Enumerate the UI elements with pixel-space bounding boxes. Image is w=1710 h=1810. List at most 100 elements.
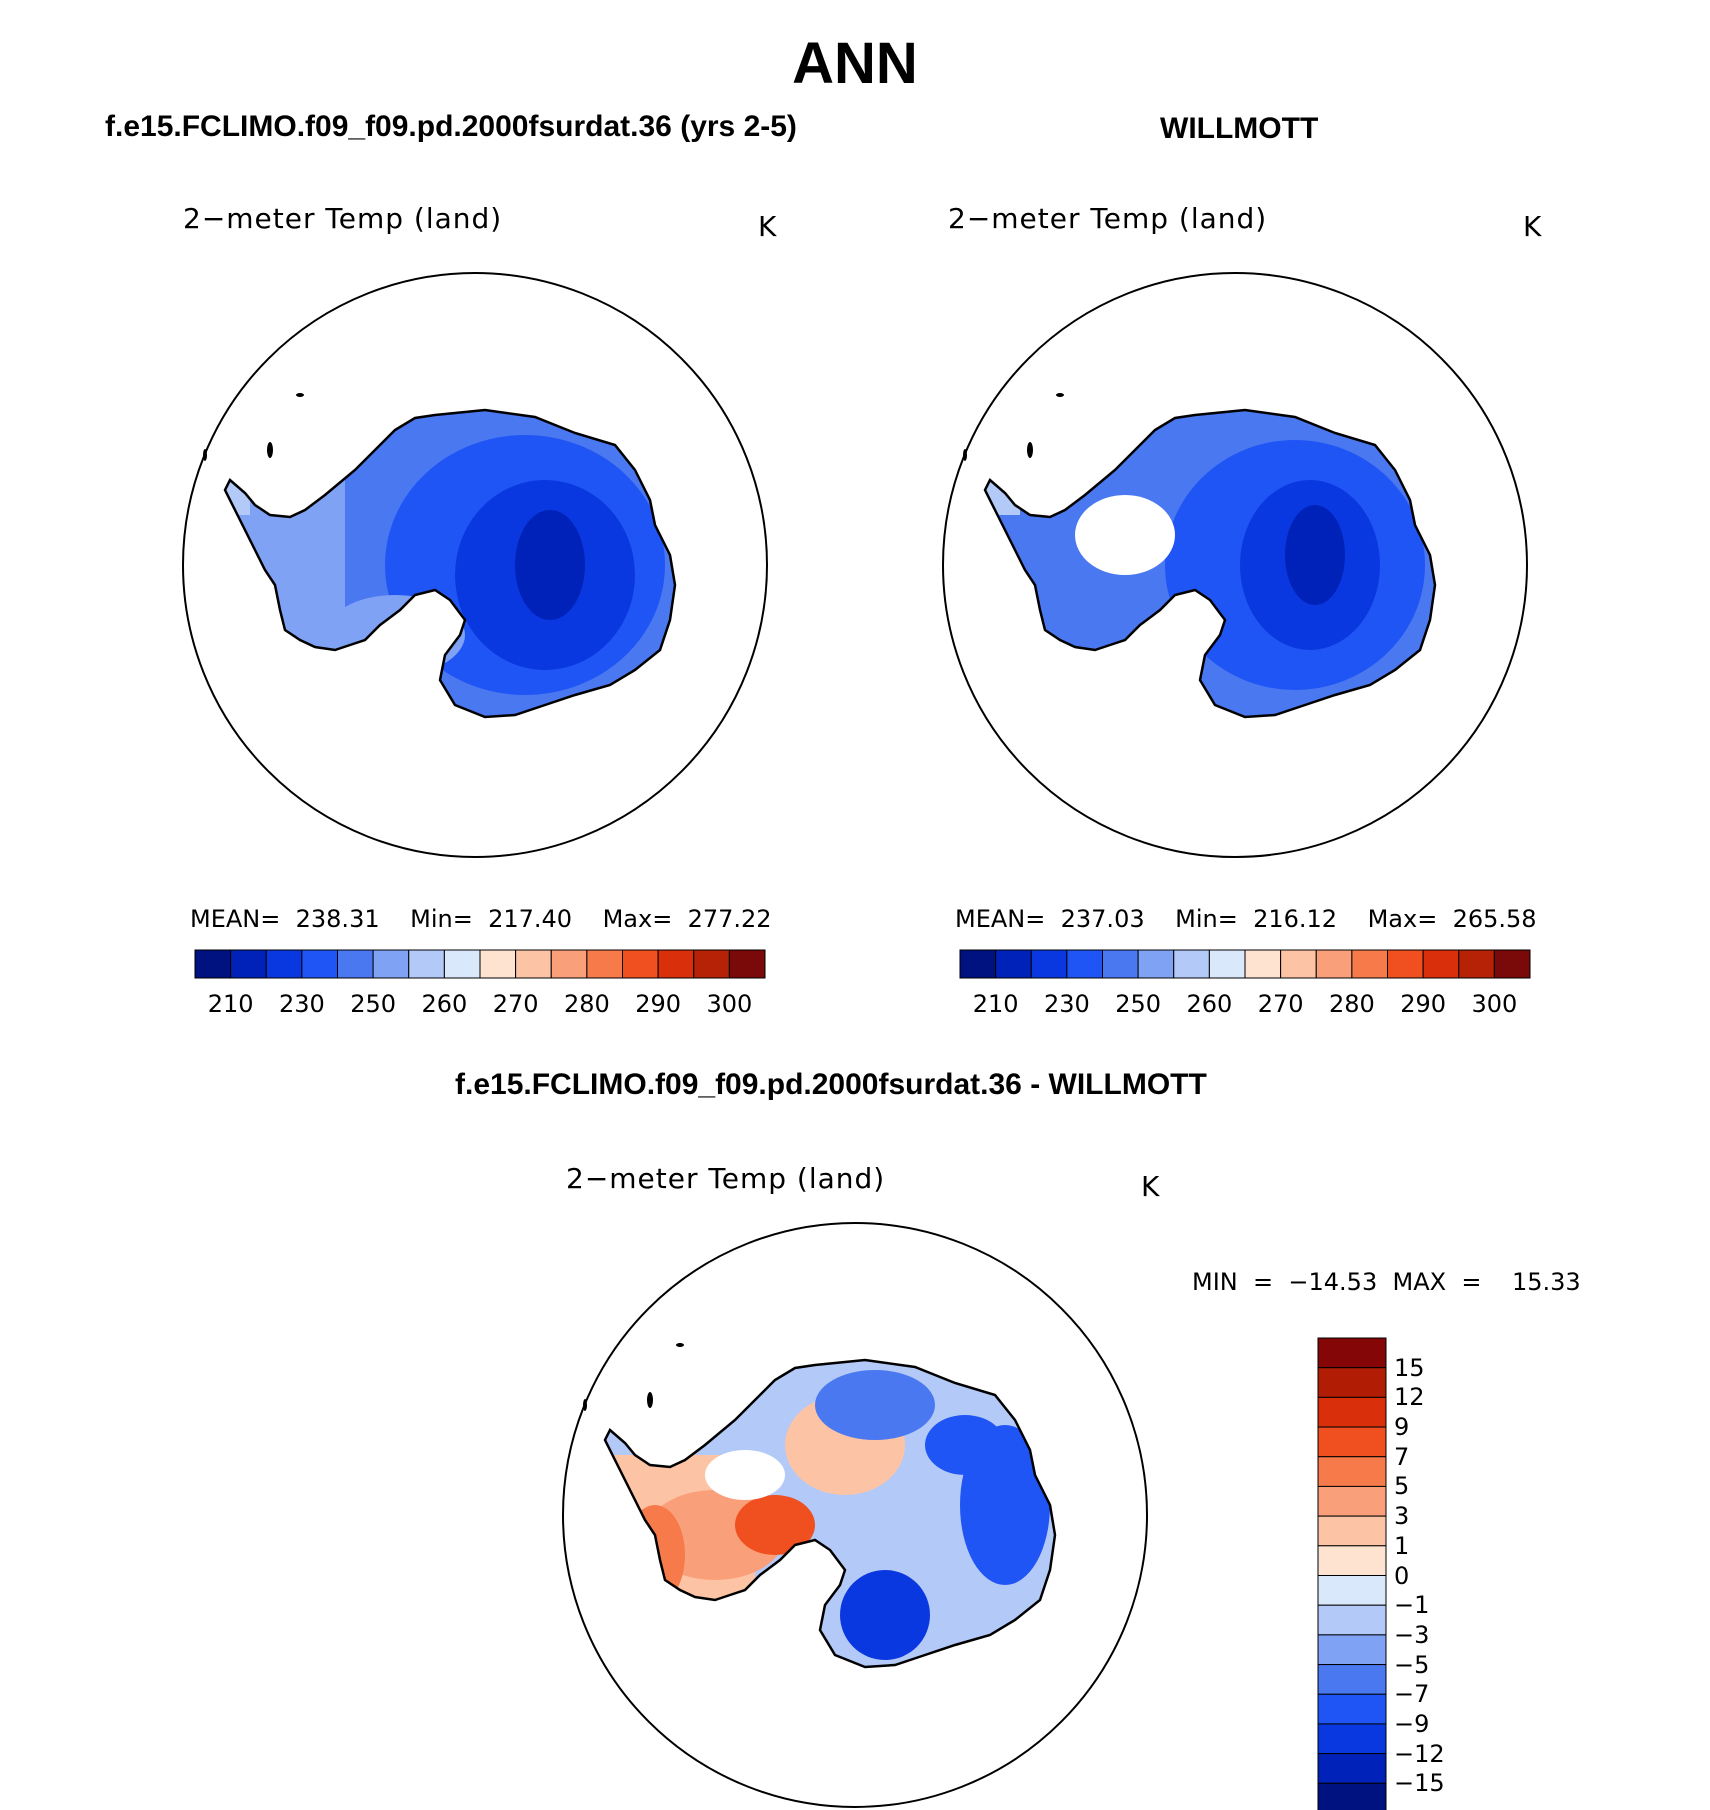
diff-max-value: 15.33 <box>1511 1268 1581 1296</box>
obs-colorbar-box <box>1066 949 1103 979</box>
figure-title: ANN <box>792 31 918 96</box>
obs-colorbar-box <box>1422 949 1460 979</box>
model-max-value: 277.22 <box>687 905 772 933</box>
diff-colorbar-tick: −7 <box>1394 1680 1430 1709</box>
diff-colorbar-box <box>1317 1456 1387 1487</box>
obs-field-region <box>1285 505 1345 605</box>
diff-colorbar-tick: 5 <box>1394 1472 1410 1501</box>
model-colorbar-box <box>657 949 695 979</box>
diff-units-label: K <box>1141 1170 1161 1203</box>
model-max-label: Max= <box>602 905 673 933</box>
obs-min-value: 216.12 <box>1253 905 1338 933</box>
diff-field-region <box>925 1415 1005 1475</box>
diff-colorbar-box <box>1317 1604 1387 1636</box>
model-colorbar-box <box>443 949 481 979</box>
diff-field-region <box>840 1570 930 1660</box>
diff-island <box>647 1392 653 1408</box>
model-colorbar-box <box>301 949 338 979</box>
obs-colorbar <box>959 949 1531 979</box>
diff-colorbar-box <box>1317 1485 1387 1517</box>
diff-colorbar-box <box>1317 1575 1387 1606</box>
obs-mean-label: MEAN= <box>955 905 1046 933</box>
obs-colorbar-tick: 250 <box>1115 990 1162 1018</box>
model-colorbar-box <box>515 949 552 979</box>
diff-colorbar-box <box>1317 1367 1387 1398</box>
obs-units-label: K <box>1523 210 1543 243</box>
diff-colorbar-box <box>1317 1396 1387 1428</box>
diff-field-region <box>705 1450 785 1500</box>
model-mean-label: MEAN= <box>190 905 281 933</box>
diff-island <box>676 1343 684 1347</box>
obs-field-region <box>1075 495 1175 575</box>
model-colorbar-box <box>479 949 517 979</box>
model-colorbar-box <box>372 949 410 979</box>
diff-colorbar-tick: −1 <box>1394 1591 1430 1620</box>
diff-colorbar-box <box>1317 1634 1387 1666</box>
diff-colorbar-tick: 0 <box>1394 1561 1410 1590</box>
model-colorbar-tick: 230 <box>278 990 325 1018</box>
model-colorbar-tick: 270 <box>492 990 539 1018</box>
obs-colorbar-box <box>1280 949 1317 979</box>
diff-colorbar-tick: 7 <box>1394 1442 1410 1471</box>
obs-colorbar-tick: 300 <box>1471 990 1518 1018</box>
obs-colorbar-tick: 260 <box>1186 990 1233 1018</box>
model-colorbar-tick: 250 <box>350 990 397 1018</box>
diff-island <box>583 1399 587 1411</box>
model-colorbar-box <box>194 949 232 979</box>
obs-colorbar-box <box>1351 949 1388 979</box>
obs-colorbar-box <box>1102 949 1139 979</box>
model-island <box>296 393 304 397</box>
model-colorbar-box <box>622 949 659 979</box>
obs-colorbar-box <box>1244 949 1282 979</box>
diff-colorbar-box <box>1317 1426 1387 1458</box>
obs-stats: MEAN= 237.03 Min= 216.12 Max= 265.58 <box>955 905 1537 933</box>
diff-colorbar-tick: −5 <box>1394 1650 1430 1679</box>
model-stats: MEAN= 238.31 Min= 217.40 Max= 277.22 <box>190 905 772 933</box>
diff-colorbar-tick: 9 <box>1394 1413 1410 1442</box>
model-colorbar-tick: 300 <box>706 990 753 1018</box>
obs-variable-label: 2−meter Temp (land) <box>948 202 1268 235</box>
obs-colorbar-box <box>959 949 997 979</box>
obs-colorbar-box <box>1137 949 1175 979</box>
model-colorbar-tick: 280 <box>563 990 610 1018</box>
model-colorbar-box <box>728 949 766 979</box>
diff-colorbar-box <box>1317 1664 1387 1695</box>
diff-colorbar-box <box>1317 1545 1387 1576</box>
diff-field-region <box>735 1495 815 1555</box>
obs-map <box>942 272 1528 858</box>
obs-max-label: Max= <box>1367 905 1438 933</box>
obs-mean-value: 237.03 <box>1060 905 1145 933</box>
model-colorbar-box <box>230 949 267 979</box>
obs-colorbar-box <box>1493 949 1531 979</box>
diff-colorbar-tick: −15 <box>1394 1769 1445 1798</box>
model-map <box>182 272 768 858</box>
diff-field-region <box>815 1370 935 1440</box>
diff-min-label: MIN <box>1192 1268 1238 1296</box>
diff-min-eq: = <box>1253 1268 1274 1296</box>
obs-max-value: 265.58 <box>1452 905 1537 933</box>
diff-colorbar-tick: −9 <box>1394 1709 1430 1738</box>
diff-min-value: −14.53 <box>1288 1268 1378 1296</box>
diff-max-eq: = <box>1461 1268 1482 1296</box>
model-island <box>203 449 207 461</box>
obs-colorbar-box <box>1030 949 1068 979</box>
obs-colorbar-box <box>1173 949 1210 979</box>
model-colorbar-box <box>550 949 588 979</box>
diff-colorbar <box>1317 1337 1387 1810</box>
model-variable-label: 2−meter Temp (land) <box>183 202 503 235</box>
obs-colorbar-box <box>1458 949 1495 979</box>
diff-colorbar-tick: −12 <box>1394 1739 1445 1768</box>
model-colorbar-tick: 210 <box>207 990 254 1018</box>
model-colorbar-tick: 260 <box>421 990 468 1018</box>
obs-island <box>963 449 967 461</box>
diff-colorbar-tick: 15 <box>1394 1353 1425 1382</box>
model-colorbar-box <box>337 949 374 979</box>
model-field-region <box>515 510 585 620</box>
diff-colorbar-tick: 3 <box>1394 1502 1410 1531</box>
diff-colorbar-tick: 1 <box>1394 1531 1410 1560</box>
obs-colorbar-tick: 210 <box>972 990 1019 1018</box>
obs-colorbar-box <box>1315 949 1353 979</box>
diff-colorbar-box <box>1317 1782 1387 1810</box>
diff-map <box>562 1222 1148 1808</box>
model-island <box>267 442 273 458</box>
